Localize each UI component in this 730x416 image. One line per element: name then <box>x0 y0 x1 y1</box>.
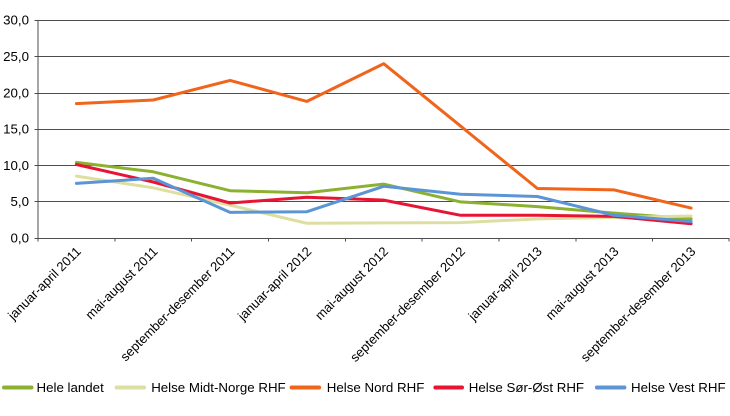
svg-text:mai-august 2012: mai-august 2012 <box>312 244 391 323</box>
svg-text:30,0: 30,0 <box>3 13 29 28</box>
svg-text:5,0: 5,0 <box>11 194 30 209</box>
svg-text:0,0: 0,0 <box>11 230 30 245</box>
svg-text:10,0: 10,0 <box>3 158 29 173</box>
svg-text:20,0: 20,0 <box>3 85 29 100</box>
svg-text:Helse Midt-Norge RHF: Helse Midt-Norge RHF <box>151 380 285 395</box>
svg-text:15,0: 15,0 <box>3 122 29 137</box>
svg-text:25,0: 25,0 <box>3 49 29 64</box>
svg-text:Helse Sør-Øst RHF: Helse Sør-Øst RHF <box>469 380 584 395</box>
svg-text:januar-april 2011: januar-april 2011 <box>4 244 84 324</box>
svg-text:Helse Vest RHF: Helse Vest RHF <box>631 380 726 395</box>
svg-text:Helse Nord RHF: Helse Nord RHF <box>327 380 425 395</box>
svg-text:mai-august 2011: mai-august 2011 <box>82 244 160 322</box>
svg-text:Hele landet: Hele landet <box>37 380 105 395</box>
svg-text:mai-august 2013: mai-august 2013 <box>543 244 622 323</box>
svg-text:januar-april 2012: januar-april 2012 <box>234 244 314 324</box>
svg-text:januar-april 2013: januar-april 2013 <box>465 244 545 324</box>
